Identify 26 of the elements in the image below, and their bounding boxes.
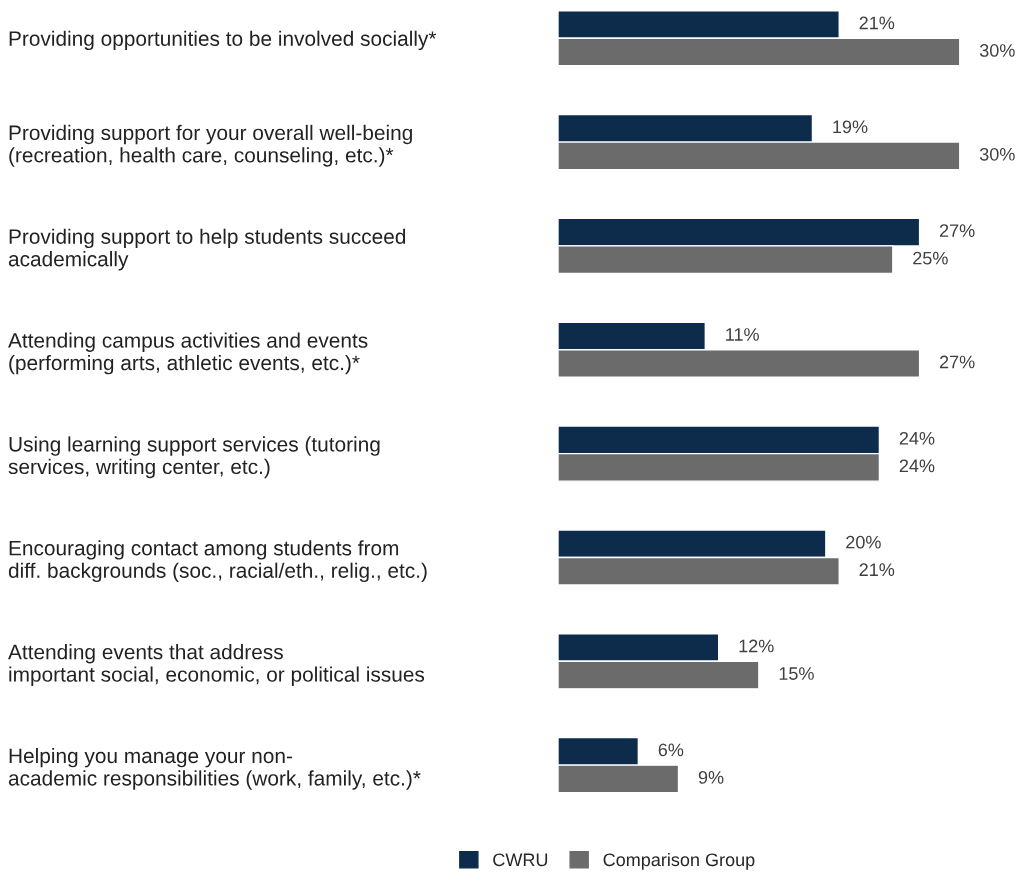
y-tick-label: Using learning support services (tutoring services, writing center, etc.) [8,436,380,479]
legend-label: CWRU [493,853,548,867]
y-tick-label: Helping you manage your non- academic responsibilities (work, family, etc.)* [8,747,421,790]
data-label: 11% [726,328,759,341]
data-label: 24% [899,431,935,445]
legend-label: Comparison Group [603,852,755,870]
y-tick-label: Providing support to help students succeed academically [8,228,406,271]
y-tick-label: Providing opportunities to be involved socially* [9,30,437,51]
data-label: 9% [698,770,724,784]
data-label: 24% [899,459,935,473]
data-label: 20% [846,535,881,549]
y-tick-label: Encouraging contact among students from diff. backgrounds (soc., racial/eth., relig., etc.) [8,540,427,583]
data-label: 12% [739,639,774,653]
data-label: 30% [979,147,1015,161]
data-label: 6% [658,743,684,757]
data-label: 30% [979,44,1015,57]
data-label: 21% [859,563,895,576]
data-label: 15% [779,667,814,680]
y-tick-label: Attending events that address important social, economic, or political issues [8,644,425,686]
y-tick-label: Attending campus activities and events (performing arts, athletic events, etc.)* [8,332,368,375]
y-tick-label: Providing support for your overall well-being (recreation, health care, counseling, etc.)* [9,124,412,167]
data-label: 27% [939,355,975,369]
data-label: 21% [859,16,895,30]
data-label: 19% [833,120,868,134]
data-label: 25% [913,251,948,265]
data-label: 27% [939,224,975,237]
